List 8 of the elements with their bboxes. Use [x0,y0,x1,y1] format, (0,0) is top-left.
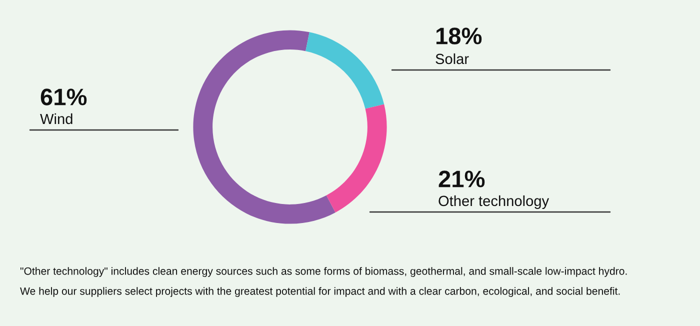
data-label: 21% [438,170,485,188]
slice-label: Other technology [438,195,550,209]
data-label: 61% [40,88,87,106]
text: "Other technology" includes clean energy sources such as some forms of biomass, geothermal, and small-scale low-impact hydro. [20,267,627,277]
slice-label: Solar [436,53,469,64]
data-label: 18% [436,28,482,44]
text: We help our suppliers select projects with the greatest potential for impact and with a clear carbon, ecological, and social benefit. [20,287,620,297]
slice-label: Wind [40,113,72,124]
